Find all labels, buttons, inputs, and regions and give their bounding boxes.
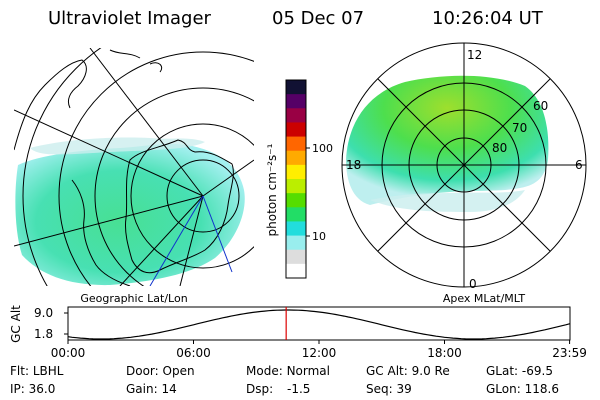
xtick-label: 06:00 [176,346,211,360]
time-readout: 10:26:04 UT [432,8,543,29]
uv-emission-geo [15,143,245,286]
polar-map: 12 6 0 18 60 70 80 [341,42,587,291]
colorbar-scale [286,80,306,279]
xtick-label: 00:00 [51,346,86,360]
xtick-label: 18:00 [427,346,462,360]
gcalt-value: 9.0 Re [411,364,450,378]
colorbar-stripe [286,221,306,237]
colorbar-stripe [286,207,306,222]
mlat-label-70: 70 [512,121,527,135]
colorbar-stripe [286,235,306,251]
colorbar-stripe [286,80,306,95]
colorbar-stripe [286,249,306,265]
colorbar-stripe [286,108,306,123]
glat-value: -69.5 [521,364,553,378]
glon-label: GLon: [486,382,521,396]
colorbar-stripe [286,94,306,109]
app-title: Ultraviolet Imager [48,8,211,29]
mlt-label-0: 0 [469,277,477,291]
colorbar-label-100: 100 [312,142,333,155]
dsp-label: Dsp: [246,382,274,396]
colorbar-stripe [286,164,306,180]
polar-grid [341,42,587,288]
door-label: Door: [126,364,159,378]
ytick-label-1-8: 1.8 [34,327,53,341]
geo-meridians-blue [149,195,233,286]
mode-value: Normal [286,364,330,378]
colorbar-stripe [286,136,306,152]
gain-value: 14 [161,382,177,396]
geo-panel-label: Geographic Lat/Lon [80,292,187,305]
mlt-label-18: 18 [346,158,361,172]
altitude-xticks: 00:00 06:00 12:00 18:00 23:59 [51,340,587,360]
colorbar-frame [285,79,307,279]
colorbar-stripe [286,150,306,166]
colorbar: 100 10 photon cm⁻²s⁻¹ [265,79,333,279]
glat-label: GLat: [486,364,519,378]
flt-value: LBHL [32,364,64,378]
mlt-label-6: 6 [575,158,583,172]
coastline-north [14,49,163,151]
colorbar-stripe [286,263,306,279]
altitude-curve [67,309,571,340]
date-readout: 05 Dec 07 [272,8,365,29]
seq-label: Seq: [366,382,393,396]
dsp-value: -1.5 [286,382,311,396]
colorbar-stripe [286,179,306,194]
xtick-label: 12:00 [302,346,337,360]
glon-value: 118.6 [524,382,559,396]
polar-panel-label: Apex MLat/MLT [443,292,526,305]
mlat-label-80: 80 [492,141,507,155]
uv-emission-polar-fringe [370,190,525,212]
mlt-label-12: 12 [467,48,482,62]
uv-emission-polar [346,75,549,205]
ip-label: IP: [10,382,25,396]
coastline-south [71,179,131,286]
colorbar-label-10: 10 [312,230,326,243]
mlat-label-60: 60 [533,99,548,113]
geographic-map [14,48,254,286]
mode-label: Mode: [246,364,283,378]
gain-label: Gain: [126,382,158,396]
ytick-label-9: 9.0 [34,306,53,320]
coastline-antarctica [125,139,234,274]
altitude-plot: 9.0 1.8 GC Alt 00:00 06:00 12:00 18:00 23:59 [9,305,587,360]
door-value: Open [162,364,195,378]
gcalt-label: GC Alt: [366,364,408,378]
geo-lon-lines [14,48,254,286]
seq-value: 39 [396,382,412,396]
geo-lat-circles [22,48,254,286]
colorbar-unit: photon cm⁻²s⁻¹ [265,143,279,236]
xtick-label: 23:59 [552,346,587,360]
ip-value: 36.0 [28,382,56,396]
altitude-ylabel: GC Alt [9,305,23,343]
flt-label: Flt: [10,364,29,378]
colorbar-stripe [286,122,306,138]
colorbar-stripe [286,193,306,208]
